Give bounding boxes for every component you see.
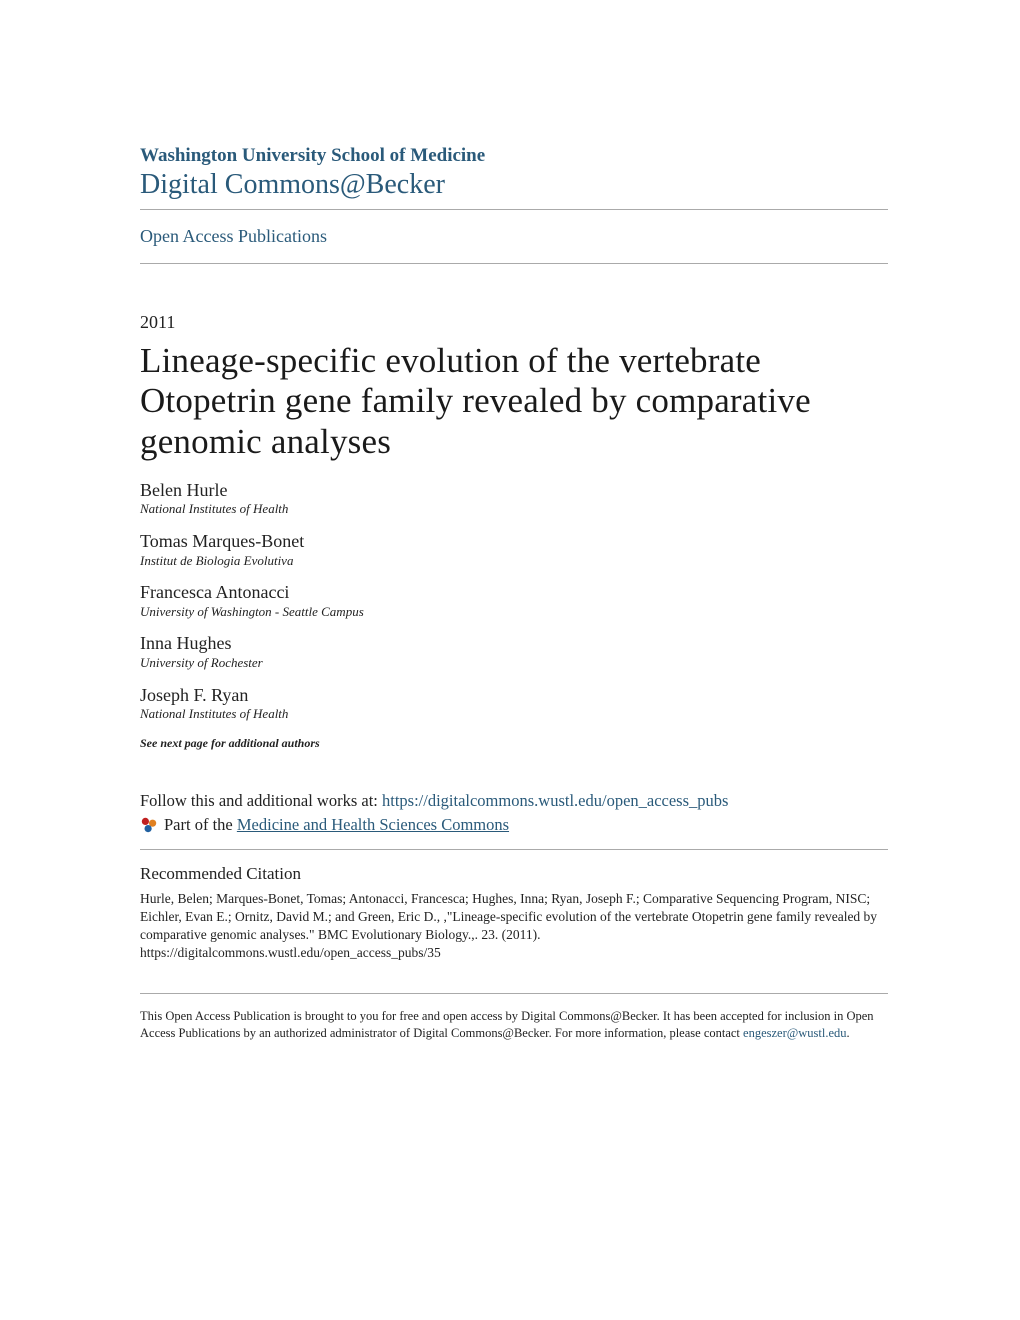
- collection-breadcrumb[interactable]: Open Access Publications: [140, 226, 888, 247]
- citation-url: https://digitalcommons.wustl.edu/open_ac…: [140, 945, 441, 960]
- part-of-line: Part of the Medicine and Health Sciences…: [140, 815, 888, 835]
- footer-divider: [140, 993, 888, 994]
- breadcrumb-divider: [140, 263, 888, 264]
- citation-body: Hurle, Belen; Marques-Bonet, Tomas; Anto…: [140, 890, 888, 963]
- author-affiliation: University of Rochester: [140, 655, 888, 671]
- repository-url-link[interactable]: https://digitalcommons.wustl.edu/open_ac…: [382, 791, 728, 810]
- footer-statement: This Open Access Publication is brought …: [140, 1008, 888, 1043]
- follow-prefix: Follow this and additional works at:: [140, 791, 382, 810]
- citation-heading: Recommended Citation: [140, 864, 888, 884]
- article-title: Lineage-specific evolution of the verteb…: [140, 341, 888, 462]
- author-name[interactable]: Joseph F. Ryan: [140, 685, 888, 707]
- discipline-link[interactable]: Medicine and Health Sciences Commons: [237, 815, 509, 834]
- author-name[interactable]: Francesca Antonacci: [140, 582, 888, 604]
- additional-authors-note: See next page for additional authors: [140, 736, 888, 751]
- author-entry: Joseph F. Ryan National Institutes of He…: [140, 685, 888, 722]
- author-entry: Tomas Marques-Bonet Institut de Biologia…: [140, 531, 888, 568]
- author-entry: Francesca Antonacci University of Washin…: [140, 582, 888, 619]
- citation-divider-top: [140, 849, 888, 850]
- author-entry: Belen Hurle National Institutes of Healt…: [140, 480, 888, 517]
- author-affiliation: University of Washington - Seattle Campu…: [140, 604, 888, 620]
- author-name[interactable]: Tomas Marques-Bonet: [140, 531, 888, 553]
- institution-name[interactable]: Washington University School of Medicine: [140, 145, 888, 167]
- author-name[interactable]: Belen Hurle: [140, 480, 888, 502]
- contact-email-link[interactable]: engeszer@wustl.edu: [743, 1026, 847, 1040]
- part-of-prefix: Part of the: [164, 815, 237, 834]
- author-name[interactable]: Inna Hughes: [140, 633, 888, 655]
- author-affiliation: National Institutes of Health: [140, 706, 888, 722]
- footer-text-after: .: [847, 1026, 850, 1040]
- citation-text: Hurle, Belen; Marques-Bonet, Tomas; Anto…: [140, 891, 877, 942]
- author-affiliation: Institut de Biologia Evolutiva: [140, 553, 888, 569]
- network-icon: [140, 816, 158, 834]
- follow-works-line: Follow this and additional works at: htt…: [140, 791, 888, 811]
- repository-name[interactable]: Digital Commons@Becker: [140, 169, 888, 201]
- header-divider: [140, 209, 888, 210]
- author-entry: Inna Hughes University of Rochester: [140, 633, 888, 670]
- author-affiliation: National Institutes of Health: [140, 501, 888, 517]
- publication-year: 2011: [140, 312, 888, 333]
